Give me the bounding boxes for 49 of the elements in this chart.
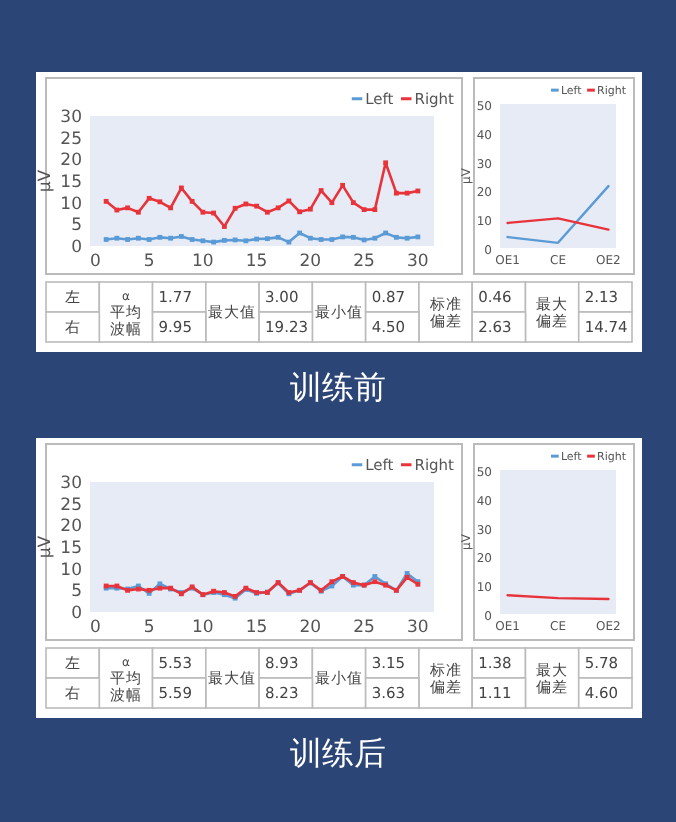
text: 训练后 [290, 734, 386, 772]
y-tick-label: 5 [71, 582, 82, 603]
x-tick-label: 30 [407, 618, 429, 638]
y-tick-label: 20 [60, 151, 82, 172]
text: 训练前 [290, 368, 386, 406]
point [404, 190, 410, 196]
point [103, 198, 109, 204]
point [275, 205, 281, 211]
point [329, 200, 335, 206]
x-tick-label: 15 [245, 618, 268, 638]
point [372, 235, 378, 241]
y-tick-label: 30 [60, 474, 82, 494]
point [200, 209, 206, 215]
y-tick-label: 30 [60, 108, 82, 128]
x-tick-label: 10 [192, 618, 214, 638]
x-tick-label: 15 [245, 252, 268, 272]
point [232, 205, 238, 211]
point [243, 238, 249, 244]
x-tick-label: 25 [353, 618, 375, 638]
y-tick-label: 10 [60, 194, 82, 215]
point [200, 238, 206, 244]
x-tick-label: 10 [192, 252, 214, 272]
point [114, 235, 120, 241]
y-tick-label: 15 [60, 539, 82, 559]
line-series [103, 160, 421, 229]
point [372, 579, 378, 585]
y-axis-title: μV [36, 535, 56, 559]
point [286, 239, 292, 245]
y-tick-label: 10 [60, 560, 82, 581]
x-tick-label: 20 [299, 252, 322, 272]
y-tick-label: 5 [71, 216, 82, 237]
point [157, 199, 163, 205]
x-tick-label: 30 [407, 252, 429, 272]
y-tick-label: 15 [60, 173, 82, 193]
x-tick-label: 20 [299, 618, 322, 638]
x-tick-label: 5 [143, 618, 155, 638]
x-tick-label: 5 [143, 252, 155, 272]
point [157, 234, 163, 240]
x-tick-label: 25 [353, 252, 375, 272]
y-tick-label: 25 [60, 495, 82, 516]
x-tick-label: 0 [89, 252, 101, 272]
point [275, 234, 281, 240]
point [393, 234, 399, 240]
point [404, 235, 410, 241]
y-axis-title: μV [36, 169, 56, 193]
y-tick-label: 20 [60, 517, 82, 538]
point [135, 235, 141, 241]
y-tick-label: 25 [60, 129, 82, 150]
x-tick-label: 0 [89, 618, 101, 638]
